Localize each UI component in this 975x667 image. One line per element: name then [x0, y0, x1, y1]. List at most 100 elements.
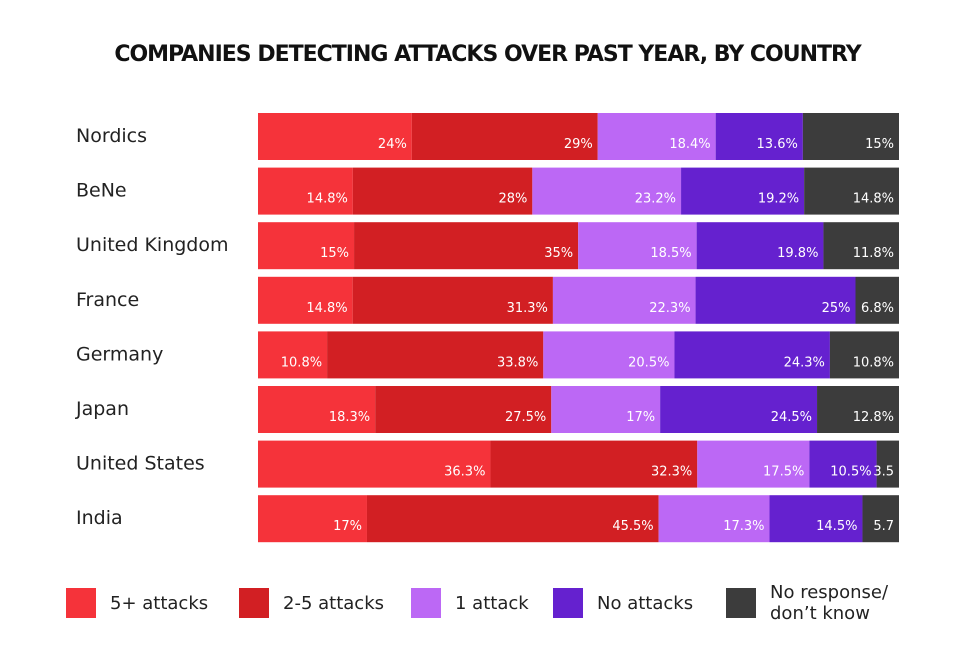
bar-segment — [802, 113, 899, 160]
bar-segment — [258, 113, 412, 160]
category-label: BeNe — [76, 180, 127, 202]
bar-segment — [366, 495, 659, 543]
bar-segment — [597, 113, 716, 160]
data-label: 14.8% — [306, 301, 347, 316]
data-label: 33.8% — [497, 355, 538, 370]
category-label: Germany — [76, 343, 163, 365]
bar-segment — [551, 386, 661, 433]
data-label: 10.8% — [853, 355, 894, 370]
bar-row: France 14.8% 31.3% 22.3% 25% 6.8% — [76, 276, 899, 324]
legend-swatch — [66, 588, 96, 618]
category-label: Japan — [75, 398, 129, 420]
data-label: 17.3% — [723, 519, 764, 534]
data-label: 10.5% — [830, 465, 871, 480]
bar-segment — [695, 276, 856, 324]
bar-segment — [876, 440, 899, 488]
data-label: 18.4% — [669, 137, 710, 152]
bar-segment — [817, 386, 899, 433]
data-label: 19.2% — [758, 192, 799, 207]
legend-label: 2-5 attacks — [283, 592, 384, 614]
data-label: 28% — [498, 192, 527, 207]
bar-segment — [258, 440, 491, 488]
legend-swatch — [239, 588, 269, 618]
data-label: 17% — [333, 519, 362, 534]
bar-row: India 17% 45.5% 17.3% 14.5% 5.7 — [76, 495, 899, 543]
bar-segment — [809, 440, 877, 488]
legend-item-no-attacks: No attacks — [553, 588, 693, 618]
legend-label: 5+ attacks — [110, 592, 209, 614]
data-label: 14.8% — [853, 192, 894, 207]
data-label: 10.8% — [281, 355, 322, 370]
bar-segment — [258, 276, 353, 324]
bar-segment — [578, 222, 697, 270]
bar-segment — [543, 331, 675, 379]
data-label: 17.5% — [763, 465, 804, 480]
legend-label: 1 attack — [455, 592, 529, 614]
legend: 5+ attacks 2-5 attacks 1 attack No attac… — [0, 582, 975, 638]
data-label: 24% — [378, 137, 407, 152]
bar-row: Germany 10.8% 33.8% 20.5% 24.3% 10.8% — [76, 331, 899, 379]
bar-segment — [769, 495, 863, 543]
bar-segment — [490, 440, 698, 488]
data-label: 17% — [626, 410, 655, 425]
data-label: 14.8% — [307, 192, 348, 207]
category-label: United States — [76, 453, 205, 475]
bar-segment — [862, 495, 899, 543]
bar-segment — [715, 113, 803, 160]
legend-item-1-attack: 1 attack — [411, 588, 529, 618]
bar-segment — [855, 276, 899, 324]
bar-segment — [674, 331, 830, 379]
data-label: 13.6% — [757, 137, 798, 152]
chart-title: COMPANIES DETECTING ATTACKS OVER PAST YE… — [114, 42, 861, 67]
data-label: 14.5% — [816, 519, 857, 534]
bar-segment — [258, 386, 376, 433]
legend-swatch — [553, 588, 583, 618]
data-label: 5.7 — [873, 519, 894, 534]
legend-label: No attacks — [597, 592, 694, 614]
data-label: 29% — [564, 137, 593, 152]
bar-segment — [658, 495, 770, 543]
bar-segment — [697, 440, 810, 488]
data-label: 12.8% — [853, 410, 894, 425]
bar-segment — [696, 222, 824, 270]
data-label: 24.5% — [771, 410, 812, 425]
stacked-bar-chart: Nordics 24% 29% 18.4% 13.6% 15% BeNe 14.8% 28% 23… — [75, 113, 899, 543]
bar-row: Japan 18.3% 27.5% 17% 24.5% 12.8% — [75, 386, 899, 433]
category-label: France — [76, 289, 139, 311]
data-label: 19.8% — [777, 246, 818, 261]
bar-row: Nordics 24% 29% 18.4% 13.6% 15% — [76, 113, 899, 160]
data-label: 35% — [544, 246, 573, 261]
bar-row: United Kingdom 15% 35% 18.5% 19.8% 11.8% — [76, 222, 899, 270]
legend-label: No response/ don’t know — [770, 582, 889, 624]
data-label: 15% — [320, 246, 349, 261]
legend-item-2-5-attacks: 2-5 attacks — [239, 588, 384, 618]
bar-segment — [411, 113, 598, 160]
legend-swatch — [726, 588, 756, 618]
bar-segment — [258, 331, 328, 379]
legend-item-5-plus-attacks: 5+ attacks — [66, 588, 208, 618]
bar-segment — [258, 167, 353, 215]
legend-item-no-response: No response/ don’t know — [726, 582, 888, 624]
data-label: 18.5% — [650, 246, 691, 261]
category-label: United Kingdom — [76, 234, 229, 256]
data-label: 20.5% — [628, 355, 669, 370]
bar-segment — [354, 222, 579, 270]
bar-segment — [258, 222, 355, 270]
data-label: 3.5 — [873, 465, 894, 480]
data-label: 36.3% — [444, 465, 485, 480]
data-label: 25% — [822, 301, 851, 316]
data-label: 15% — [865, 137, 894, 152]
data-label: 11.8% — [853, 246, 894, 261]
bar-segment — [258, 495, 367, 543]
data-label: 22.3% — [649, 301, 690, 316]
category-label: Nordics — [76, 125, 147, 147]
data-label: 31.3% — [507, 301, 548, 316]
bar-row: United States 36.3% 32.3% 17.5% 10.5% 3.5 — [76, 440, 899, 488]
bar-segment — [681, 167, 805, 215]
bar-segment — [352, 167, 533, 215]
data-label: 24.3% — [784, 355, 825, 370]
data-label: 27.5% — [505, 410, 546, 425]
bar-segment — [804, 167, 899, 215]
bar-segment — [552, 276, 696, 324]
data-label: 23.2% — [635, 192, 676, 207]
